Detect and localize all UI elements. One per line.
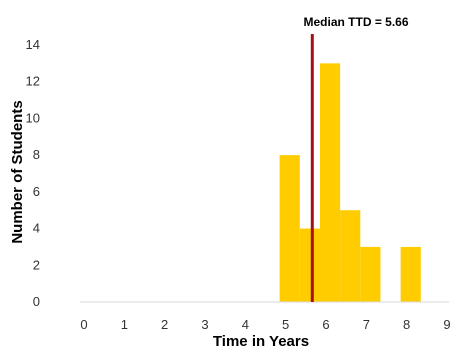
histogram-bar — [400, 246, 421, 302]
histogram-bar — [319, 63, 341, 302]
x-tick-label: 6 — [322, 317, 329, 332]
x-axis-title: Time in Years — [213, 333, 309, 350]
x-tick-label: 3 — [201, 317, 208, 332]
y-tick-label: 4 — [33, 221, 40, 236]
y-tick-label: 10 — [26, 110, 40, 125]
y-tick-label: 8 — [33, 147, 40, 162]
x-tick-label: 7 — [363, 317, 370, 332]
y-tick-label: 2 — [33, 257, 40, 272]
y-tick-label: 14 — [26, 37, 40, 52]
histogram-bar — [360, 246, 381, 302]
x-tick-label: 8 — [403, 317, 410, 332]
histogram-bar — [279, 155, 300, 302]
median-annotation: Median TTD = 5.66 — [303, 15, 408, 29]
x-tick-label: 0 — [80, 317, 87, 332]
x-tick-label: 9 — [443, 317, 450, 332]
x-tick-label: 2 — [161, 317, 168, 332]
y-tick-labels: 0 2 4 6 8 10 12 14 — [26, 37, 40, 309]
bars-group — [279, 63, 421, 302]
x-tick-label: 4 — [242, 317, 249, 332]
x-tick-labels: 0 1 2 3 4 5 6 7 8 9 — [80, 317, 450, 332]
histogram-bar — [340, 210, 361, 302]
x-tick-label: 5 — [282, 317, 289, 332]
x-tick-label: 1 — [121, 317, 128, 332]
y-axis-title: Number of Students — [9, 100, 26, 243]
histogram-bar — [299, 228, 320, 302]
y-tick-label: 0 — [33, 294, 40, 309]
y-tick-label: 12 — [26, 74, 40, 89]
y-tick-label: 6 — [33, 184, 40, 199]
